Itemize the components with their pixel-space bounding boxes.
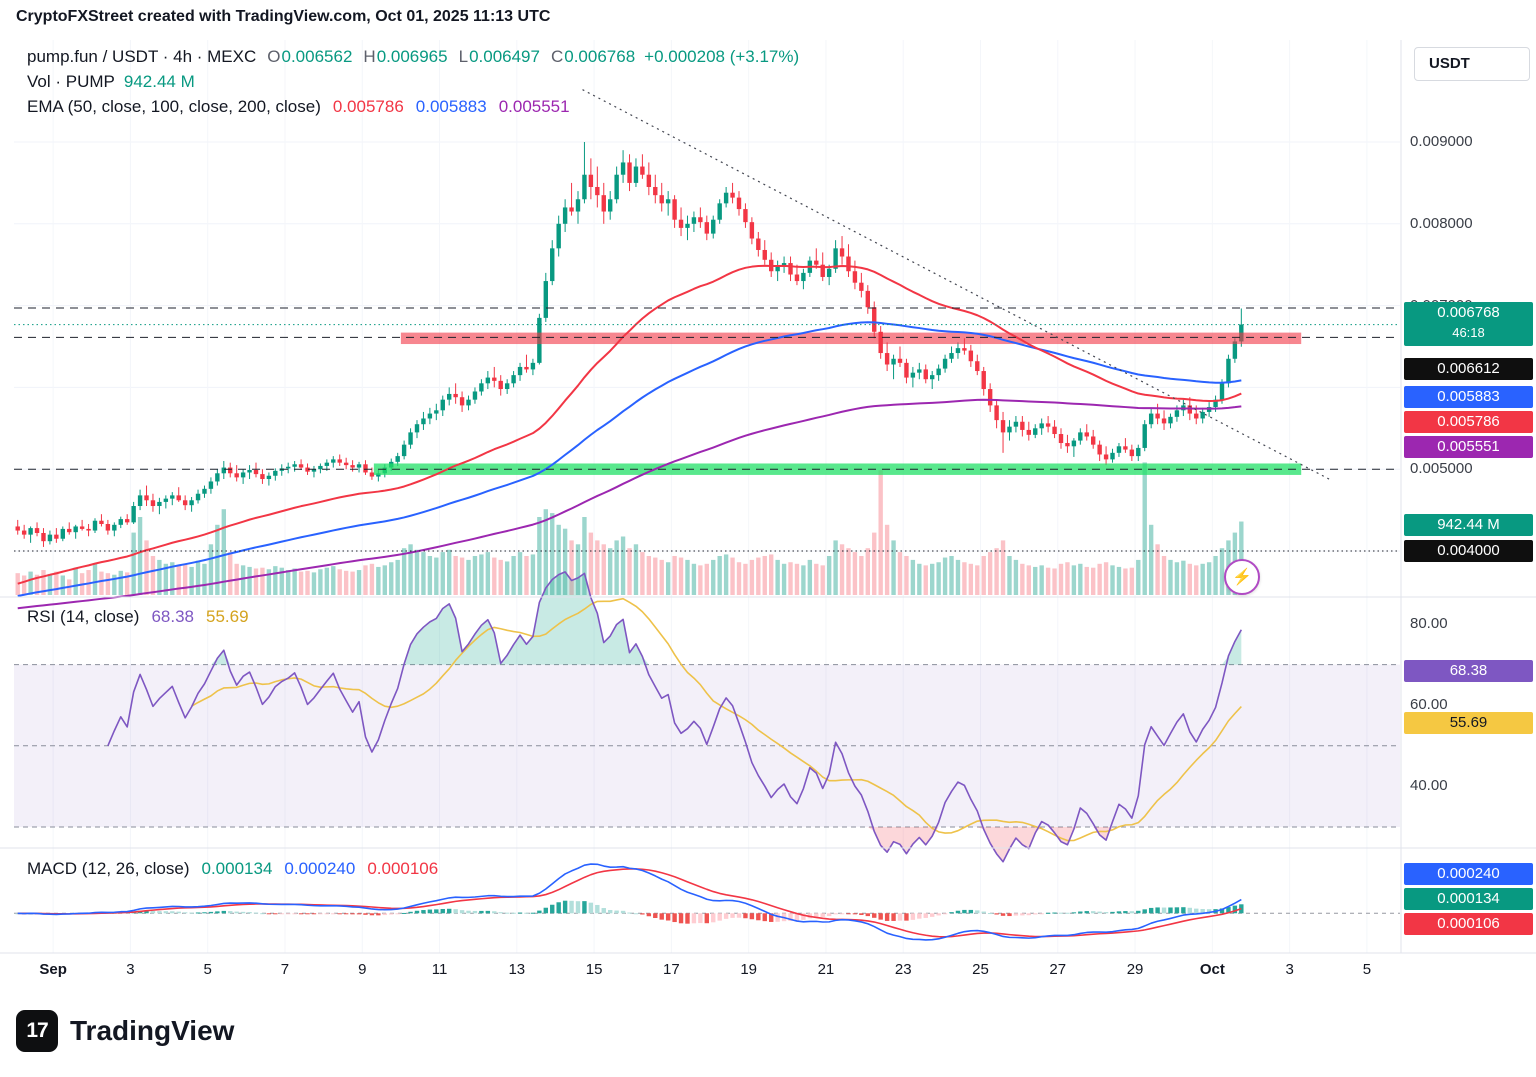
time-axis-label: 7 <box>280 961 290 978</box>
close-value: 0.006768 <box>564 46 636 66</box>
time-axis-label: 9 <box>358 961 367 978</box>
open-value: 0.006562 <box>281 46 353 66</box>
time-axis-label: 5 <box>203 961 212 978</box>
ema-label[interactable]: EMA (50, close, 100, close, 200, close) <box>27 96 321 116</box>
footer: 17 TradingView <box>16 1010 234 1052</box>
macd-hist-value: 0.000134 <box>201 858 273 878</box>
low-label: L <box>458 46 469 66</box>
low-value: 0.006497 <box>469 46 540 66</box>
open-label: O <box>267 46 281 66</box>
rsi-label[interactable]: RSI (14, close) <box>27 606 140 626</box>
macd-signal-value: 0.000106 <box>367 858 439 878</box>
time-axis-label: 3 <box>1285 961 1294 978</box>
time-axis-label: 27 <box>1049 961 1067 978</box>
volume-row: Vol · PUMP 942.44 M <box>27 69 799 94</box>
macd-legend-row: MACD (12, 26, close) 0.000134 0.000240 0… <box>27 856 438 881</box>
macd-line-value: 0.000240 <box>284 858 356 878</box>
time-axis-label: 11 <box>431 961 448 978</box>
macd-legend: MACD (12, 26, close) 0.000134 0.000240 0… <box>27 856 438 881</box>
volume-label[interactable]: Vol · PUMP <box>27 71 115 91</box>
time-axis-label: 17 <box>663 961 680 978</box>
time-axis-label: Sep <box>39 961 67 978</box>
macd-label[interactable]: MACD (12, 26, close) <box>27 858 190 878</box>
high-label: H <box>363 46 376 66</box>
tradingview-logo-icon[interactable]: 17 <box>16 1010 58 1052</box>
volume-value: 942.44 M <box>123 71 195 91</box>
close-label: C <box>550 46 564 66</box>
rsi-ma-value: 55.69 <box>205 606 249 626</box>
ema-row: EMA (50, close, 100, close, 200, close) … <box>27 94 799 119</box>
ema50-value: 0.005786 <box>332 96 404 116</box>
time-axis[interactable]: Sep 3 5 7 9 11 13 15 17 19 21 23 25 27 29 Oct 3 5 <box>0 0 1536 1000</box>
watermark-text: CryptoFXStreet created with TradingView.… <box>16 8 551 25</box>
time-axis-label: 5 <box>1362 961 1372 978</box>
time-axis-label: 13 <box>508 961 526 978</box>
ema200-value: 0.005551 <box>498 96 570 116</box>
ema100-value: 0.005883 <box>415 96 487 116</box>
rsi-legend: RSI (14, close) 68.38 55.69 <box>27 604 249 629</box>
chart-canvas[interactable] <box>0 0 1536 991</box>
time-axis-label: 3 <box>126 961 135 978</box>
time-axis-label: 23 <box>894 961 912 978</box>
time-axis-label: 25 <box>972 961 989 978</box>
tradingview-brand[interactable]: TradingView <box>70 1015 235 1046</box>
rsi-legend-row: RSI (14, close) 68.38 55.69 <box>27 604 249 629</box>
currency-selector[interactable]: USDT <box>1414 47 1530 81</box>
rsi-value: 68.38 <box>151 606 194 626</box>
symbol-title[interactable]: pump.fun / USDT · 4h · MEXC <box>27 46 257 66</box>
time-axis-label: Oct <box>1199 961 1225 978</box>
change-value: +0.000208 (+3.17%) <box>644 46 800 66</box>
time-axis-label: 15 <box>585 961 603 978</box>
time-axis-label: 29 <box>1126 961 1144 978</box>
time-axis-label: 19 <box>740 961 757 978</box>
high-value: 0.006965 <box>376 46 448 66</box>
time-axis-label: 21 <box>817 961 835 978</box>
watermark-header: CryptoFXStreet created with TradingView.… <box>16 8 550 26</box>
flash-boost-button[interactable]: ⚡ <box>1224 559 1260 595</box>
